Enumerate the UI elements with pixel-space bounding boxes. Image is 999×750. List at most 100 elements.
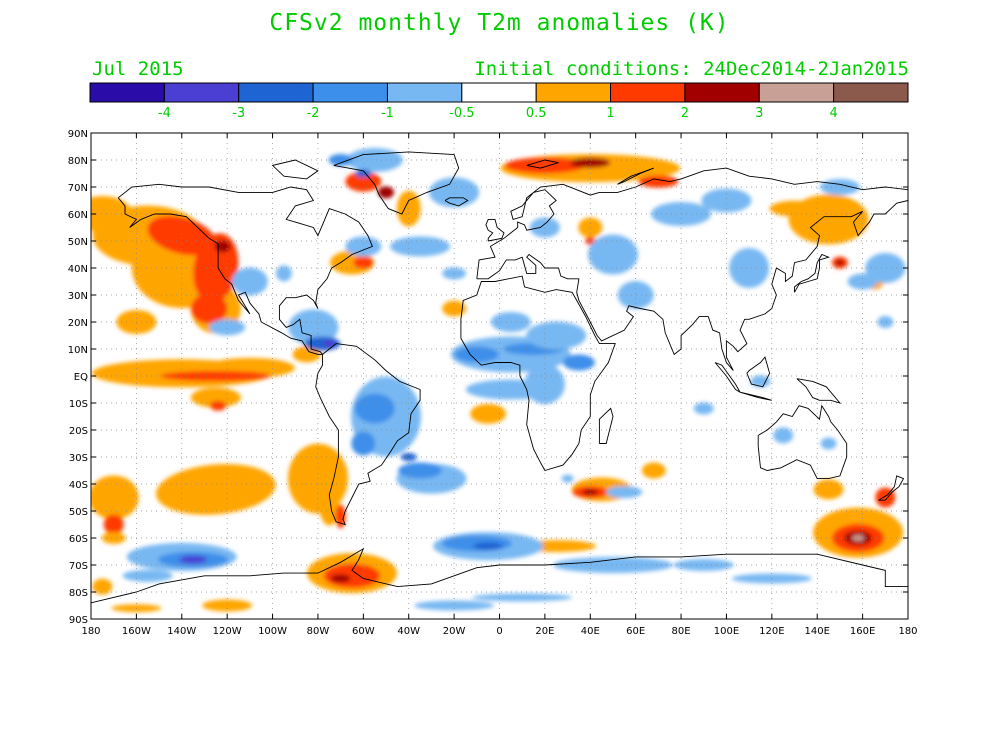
lon-tick-label: 140W	[167, 626, 196, 637]
gridlines	[91, 133, 908, 619]
anomaly-blob	[472, 593, 573, 602]
lon-tick-label: 180	[81, 626, 100, 637]
anomaly-blob	[552, 557, 673, 573]
anomaly-blob	[587, 234, 638, 275]
colorbar-tick-label: 4	[829, 106, 837, 121]
anomaly-blob	[156, 463, 276, 515]
anomaly-blob	[122, 569, 173, 582]
anomaly-blob	[429, 177, 480, 208]
colorbar-swatch	[312, 82, 388, 103]
anomaly-blob	[202, 599, 253, 612]
lon-tick-label: 160W	[122, 626, 151, 637]
lat-tick-label: 20S	[69, 426, 88, 437]
lat-tick-label: 70S	[69, 561, 88, 572]
lon-tick-label: 40W	[397, 626, 420, 637]
anomaly-blob	[390, 236, 451, 257]
colorbar-swatch	[610, 82, 686, 103]
colorbar-swatch	[833, 82, 909, 103]
anomaly-blob	[701, 188, 752, 213]
anomaly-blob	[852, 535, 865, 541]
anomaly-blob	[354, 393, 395, 424]
anomaly-blob	[729, 248, 770, 288]
lon-tick-label: 0	[496, 626, 502, 637]
axes: 90N 80N 70N 60N 50N 40N 30N 20N 10N EQ 10S 20S 30S 40…	[68, 129, 918, 637]
anomaly-blob	[526, 321, 587, 350]
colorbar-swatch	[535, 82, 612, 103]
anomaly-blob	[529, 217, 560, 238]
anomaly-blob	[617, 281, 654, 309]
colorbar-tick-label: 1	[606, 106, 614, 121]
lon-tick-label: 80W	[307, 626, 330, 637]
anomaly-blob	[454, 346, 499, 363]
anomaly-blob	[473, 542, 504, 551]
anomaly-blob	[378, 186, 395, 199]
colorbar-swatch	[386, 82, 463, 103]
colorbar-swatch	[461, 82, 537, 103]
lon-tick-label: 140E	[805, 626, 830, 637]
lat-tick-label: 50N	[68, 237, 88, 248]
coastline-africa	[460, 275, 616, 472]
anomaly-blob	[101, 532, 126, 544]
lon-tick-label: 20E	[535, 626, 554, 637]
anomaly-blob	[813, 479, 844, 500]
lon-tick-label: 80E	[672, 626, 691, 637]
coastline-new-zealand	[878, 475, 905, 501]
colorbar: -4 -3 -2 -1 -0.5 0.5 1 2 3 4	[89, 82, 909, 121]
anomaly-blob	[875, 487, 896, 508]
colorbar-swatch	[89, 82, 165, 103]
anomaly-blob	[323, 339, 336, 348]
anomaly-blob	[414, 600, 495, 611]
anomaly-blob	[103, 514, 124, 535]
anomaly-blob	[398, 462, 443, 479]
anomaly-blob	[353, 256, 374, 269]
anomaly-blob	[231, 267, 268, 296]
coastline-madagascar	[598, 407, 614, 444]
anomaly-blob	[92, 578, 113, 595]
lat-tick-label: 20N	[68, 318, 88, 329]
anomaly-blob	[490, 312, 531, 332]
anomaly-blob	[470, 403, 507, 424]
colorbar-tick-label: -0.5	[449, 106, 474, 121]
lon-tick-label: 60W	[352, 626, 375, 637]
lon-tick-label: 100E	[714, 626, 739, 637]
anomaly-blob	[562, 354, 595, 371]
anomaly-blob	[578, 217, 603, 238]
lat-tick-label: 60S	[69, 534, 88, 545]
anomaly-blob	[335, 504, 346, 529]
coastline-antarctica	[91, 547, 908, 604]
anomaly-blob	[606, 486, 643, 499]
lat-tick-label: 50S	[69, 507, 88, 518]
colorbar-tick-label: 2	[681, 106, 689, 121]
anomaly-blob	[328, 154, 353, 166]
coastline-svalbard	[526, 159, 559, 169]
lon-tick-label: 160E	[850, 626, 875, 637]
anomaly-blob	[179, 555, 208, 564]
anomaly-blob	[214, 240, 231, 253]
anomaly-blob	[147, 215, 216, 256]
anomaly-blob	[750, 375, 771, 388]
coastline-indonesia	[714, 362, 772, 401]
colorbar-swatch	[238, 82, 314, 103]
colorbar-tick-label: -4	[158, 106, 171, 121]
anomaly-blob	[319, 485, 340, 526]
anomaly-blob	[210, 400, 227, 411]
coastline-uk	[485, 218, 505, 242]
anomaly-blob	[504, 157, 585, 174]
coastline-greenland	[333, 151, 460, 215]
anomaly-blob	[773, 427, 794, 444]
anomaly-blob	[693, 402, 714, 415]
anomaly-blob	[275, 265, 292, 282]
lon-tick-label: 40E	[581, 626, 600, 637]
anomaly-blob	[465, 379, 556, 400]
colorbar-swatch	[684, 82, 760, 103]
coastline-novaya-zemlya	[617, 167, 654, 185]
anomaly-blob	[570, 157, 611, 168]
colorbar-tick-label: -1	[381, 106, 394, 121]
colorbar-tick-label: -2	[307, 106, 320, 121]
anomaly-blob	[819, 179, 860, 195]
anomaly-blob	[877, 316, 894, 328]
coastline-iceland	[444, 197, 469, 207]
lat-tick-label: 90N	[68, 129, 88, 140]
lat-tick-label: EQ	[74, 372, 88, 383]
